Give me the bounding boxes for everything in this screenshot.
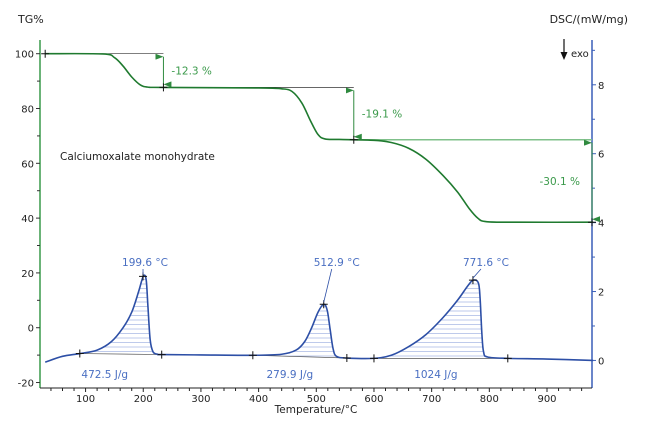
y-right-tick-label: 6	[598, 150, 604, 161]
exo-label: exo	[571, 49, 589, 60]
dsc-peak-leader-line	[323, 268, 333, 303]
dsc-area-start-marker	[369, 354, 378, 363]
y-left-tick-label: 40	[21, 214, 34, 225]
dsc-peak-area	[372, 279, 510, 359]
dsc-peak-label: 771.6 °C	[463, 257, 509, 269]
dsc-peak-label: 199.6 °C	[122, 257, 168, 269]
dsc-peak-baseline	[79, 353, 162, 355]
x-axis-label: Temperature/°C	[274, 404, 358, 416]
x-tick-label: 800	[480, 394, 499, 405]
tg-step-label: -12.3 %	[171, 66, 212, 78]
y-left-tick-label: 20	[21, 269, 34, 280]
dsc-area-start-marker	[248, 351, 257, 360]
y-left-tick-label: 80	[21, 105, 34, 116]
dsc-area-label: 1024 J/g	[414, 369, 457, 381]
sample-label: Calciumoxalate monohydrate	[60, 151, 215, 163]
dsc-area-end-marker	[503, 354, 512, 363]
y-right-tick-label: 2	[598, 288, 604, 299]
x-tick-label: 300	[191, 394, 210, 405]
dsc-area-label: 279.9 J/g	[266, 369, 313, 381]
tg-marker	[159, 83, 168, 92]
y-right-tick-label: 0	[598, 356, 604, 367]
y-left-tick-label: -20	[18, 379, 34, 390]
x-tick-label: 700	[422, 394, 441, 405]
y-left-tick-label: 100	[15, 50, 34, 61]
right-axis-label: DSC/(mW/mg)	[550, 13, 628, 26]
y-right-tick-label: 4	[598, 219, 604, 230]
x-tick-label: 500	[307, 394, 326, 405]
y-left-tick-label: 60	[21, 159, 34, 170]
dsc-area-start-marker	[75, 349, 84, 358]
y-left-tick-label: 0	[28, 324, 34, 335]
x-tick-label: 900	[537, 394, 556, 405]
dsc-peak-leader-line	[472, 268, 482, 279]
dsc-peak-area	[250, 304, 348, 359]
exo-arrow-icon	[560, 39, 568, 60]
x-tick-label: 400	[249, 394, 268, 405]
tg-marker	[349, 135, 358, 144]
tg-marker	[588, 218, 596, 227]
dsc-area-end-marker	[342, 354, 351, 363]
y-right-tick-label: 8	[598, 81, 604, 92]
tg-marker	[41, 49, 50, 58]
tg-curve	[45, 52, 594, 224]
dsc-curve	[44, 274, 594, 363]
left-axis-label: TG%	[17, 13, 44, 26]
x-tick-label: 200	[134, 394, 153, 405]
dsc-area-label: 472.5 J/g	[81, 369, 128, 381]
tg-step-label: -30.1 %	[540, 176, 581, 188]
dsc-peak-marker	[468, 276, 477, 285]
dsc-area-end-marker	[157, 350, 166, 359]
x-tick-label: 100	[76, 394, 95, 405]
tg-step-label: -19.1 %	[362, 109, 403, 121]
dsc-peak-area	[78, 275, 163, 355]
x-tick-label: 600	[364, 394, 383, 405]
dsc-peak-label: 512.9 °C	[314, 257, 360, 269]
